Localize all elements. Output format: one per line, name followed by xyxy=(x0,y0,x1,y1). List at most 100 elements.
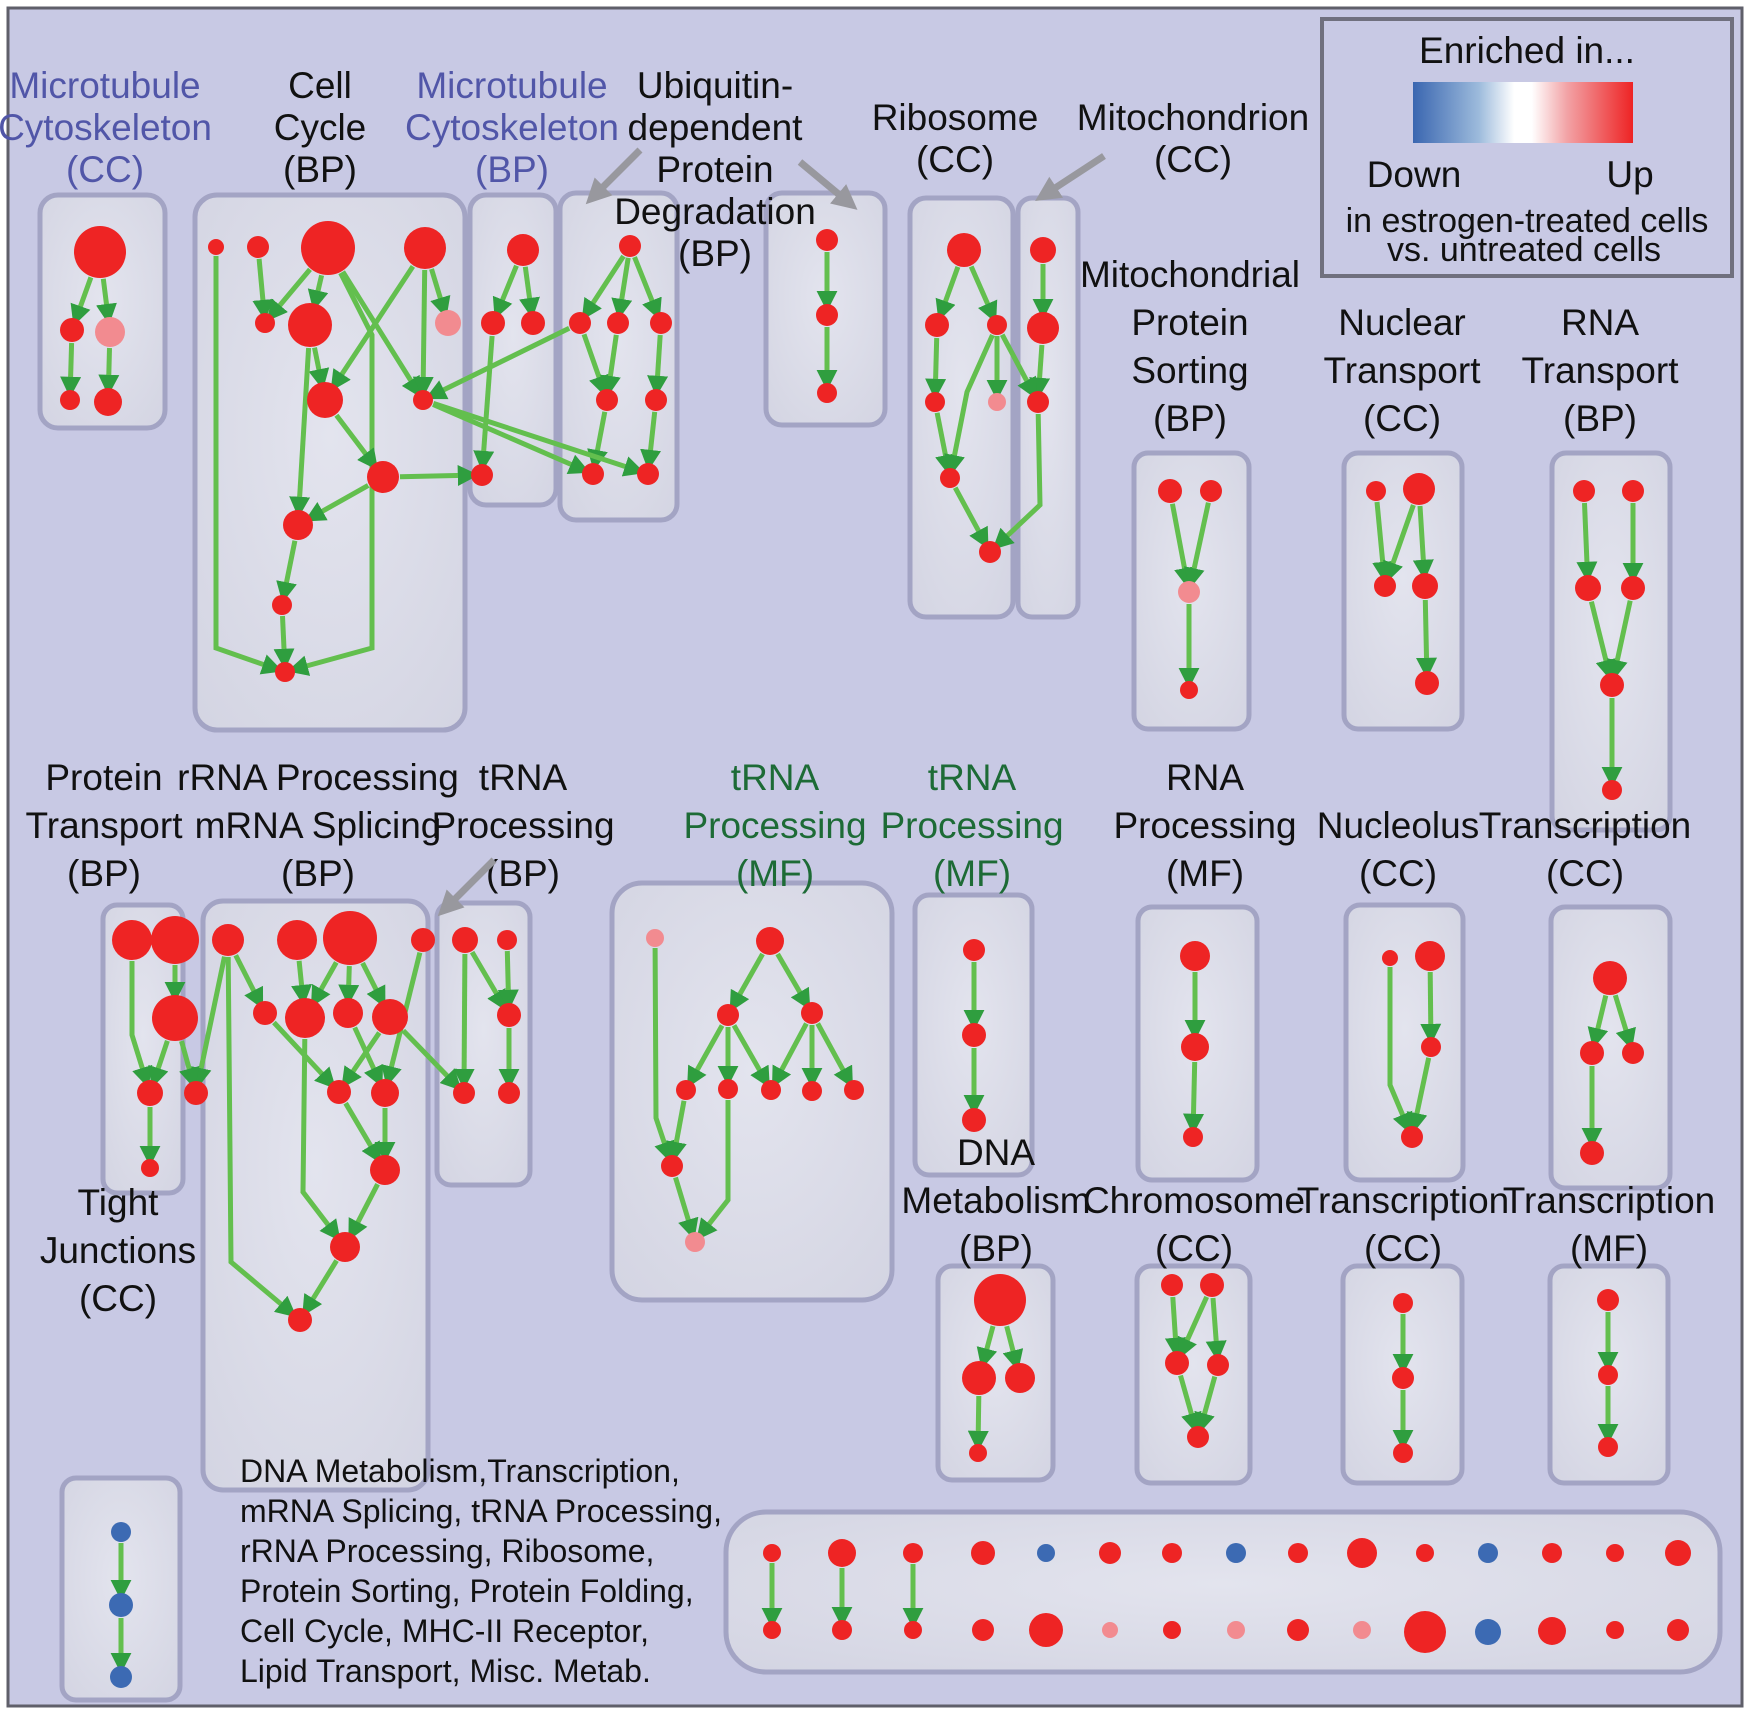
go-term-node xyxy=(971,1541,995,1565)
go-term-node xyxy=(212,924,244,956)
go-term-node xyxy=(110,1666,132,1688)
cluster-label-transcription-cc-row3: Transcription xyxy=(1297,1180,1509,1221)
go-term-node xyxy=(763,1544,781,1562)
go-term-node xyxy=(1226,1543,1246,1563)
annotation-arrow xyxy=(437,857,497,917)
go-term-node xyxy=(94,388,122,416)
go-term-node xyxy=(208,239,224,255)
edge-arrow xyxy=(341,1031,382,1089)
edge-arrow xyxy=(179,1040,200,1089)
edge-arrow xyxy=(338,965,360,1006)
edge-arrow xyxy=(348,1183,380,1241)
edge-arrow xyxy=(304,483,370,522)
go-term-node xyxy=(637,463,659,485)
cluster-label-tight-junctions-cc: Junctions xyxy=(40,1230,196,1271)
cluster-label-ubiquitin-degradation-a: (BP) xyxy=(678,233,752,274)
cluster-label-rna-processing-mf: (MF) xyxy=(1166,853,1244,894)
go-term-node xyxy=(972,1619,994,1641)
go-term-node xyxy=(1207,1354,1229,1376)
go-term-node xyxy=(1165,1351,1189,1375)
go-term-node xyxy=(962,1108,986,1132)
go-term-node xyxy=(1366,481,1386,501)
cluster-label-nuclear-transport-cc: Transport xyxy=(1324,350,1482,391)
edge-arrow xyxy=(252,258,274,321)
cluster-label-ubiquitin-degradation-a: Protein xyxy=(656,149,773,190)
go-term-node xyxy=(497,930,517,950)
cluster-label-ubiquitin-degradation-a: Degradation xyxy=(614,191,816,232)
edge-arrow xyxy=(310,961,339,1008)
cluster-label-trna-processing-bp: Processing xyxy=(431,805,614,846)
edge-arrow xyxy=(1164,1296,1186,1359)
edge-arrow xyxy=(967,1395,989,1452)
go-term-node xyxy=(607,312,629,334)
go-term-node xyxy=(1005,1363,1035,1393)
cluster-label-chromosome-cc: (CC) xyxy=(1155,1228,1233,1269)
cluster-label-transcription-mf: (MF) xyxy=(1570,1228,1648,1269)
go-term-node xyxy=(1227,1621,1245,1639)
go-term-node xyxy=(1415,671,1439,695)
go-term-node xyxy=(1415,941,1445,971)
go-term-node xyxy=(1163,1621,1181,1639)
go-term-node xyxy=(1162,1543,1182,1563)
go-term-node xyxy=(1037,1544,1055,1562)
go-term-node xyxy=(1374,575,1396,597)
edge-arrow xyxy=(190,956,227,1089)
edge-arrow xyxy=(70,276,94,327)
edge-arrow xyxy=(429,268,451,319)
go-term-node xyxy=(1161,1274,1183,1296)
go-term-node xyxy=(676,1080,696,1100)
cluster-label-tight-junctions-cc: (CC) xyxy=(79,1278,157,1319)
cluster-label-cell-cycle-bp: (BP) xyxy=(283,149,357,190)
go-term-node xyxy=(947,233,981,267)
cluster-label-rrna-mrna-bp: (BP) xyxy=(281,853,355,894)
go-term-node xyxy=(904,1621,922,1639)
go-term-node xyxy=(1404,1611,1446,1653)
go-term-node xyxy=(1102,1622,1118,1638)
edge-arrow xyxy=(1412,505,1434,581)
go-term-node xyxy=(969,1444,987,1462)
go-term-node xyxy=(453,1082,475,1104)
edge-arrow xyxy=(1169,503,1195,589)
edge-arrow xyxy=(1178,1374,1202,1434)
go-term-node xyxy=(253,1001,277,1025)
edge-arrow xyxy=(266,267,312,322)
go-term-node xyxy=(288,1308,312,1332)
edge-arrow xyxy=(340,270,422,399)
edge-arrow xyxy=(652,947,675,1163)
go-term-node xyxy=(925,313,949,337)
go-term-node xyxy=(646,929,664,947)
edge-arrow xyxy=(640,411,661,471)
go-term-node xyxy=(452,927,478,953)
go-term-node xyxy=(1392,1367,1414,1389)
cluster-box-chromosome-cc xyxy=(1134,1263,1253,1486)
cluster-label-protein-transport-bp: (BP) xyxy=(67,853,141,894)
go-term-node xyxy=(974,1274,1026,1326)
footnote-line: mRNA Splicing, tRNA Processing, xyxy=(240,1493,722,1529)
cluster-label-mitochondrion-cc: Mitochondrion xyxy=(1077,97,1309,138)
go-term-node xyxy=(327,1080,351,1104)
go-term-node xyxy=(301,221,355,275)
edge-arrow xyxy=(473,335,495,472)
go-term-node xyxy=(1183,1127,1203,1147)
edge-arrow xyxy=(129,961,153,1089)
go-term-node xyxy=(1573,480,1595,502)
edge-arrow xyxy=(1177,1295,1209,1360)
cluster-label-rrna-mrna-bp: rRNA Processing xyxy=(177,757,459,798)
edge-arrow xyxy=(976,1325,998,1370)
cluster-label-chromosome-cc: Chromosome xyxy=(1083,1180,1305,1221)
go-term-node xyxy=(1575,575,1601,601)
go-term-node xyxy=(582,463,604,485)
edge-arrow xyxy=(432,402,591,474)
cluster-label-cell-cycle-bp: Cell xyxy=(288,65,352,106)
go-term-node xyxy=(1593,961,1627,995)
edge-arrow xyxy=(666,1100,687,1163)
edge-arrow xyxy=(1183,502,1211,589)
edge-arrow xyxy=(696,1100,731,1241)
cluster-label-transcription-cc-row3: (CC) xyxy=(1364,1228,1442,1269)
cluster-label-trna-processing-mf-small: tRNA xyxy=(928,757,1017,798)
footnote-line: Lipid Transport, Misc. Metab. xyxy=(240,1653,651,1689)
go-term-node xyxy=(844,1080,864,1100)
edge-arrow xyxy=(1002,1325,1024,1372)
go-term-node xyxy=(141,1159,159,1177)
edge-arrow xyxy=(731,1024,770,1089)
